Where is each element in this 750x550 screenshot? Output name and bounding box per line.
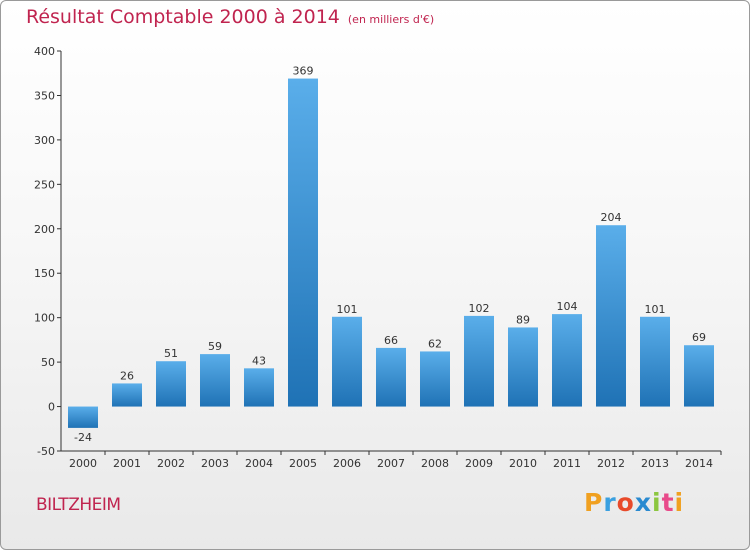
bar-2014 (684, 345, 714, 407)
y-tick-label: 300 (34, 134, 55, 147)
chart-title-main: Résultat Comptable 2000 à 2014 (26, 6, 340, 28)
chart-title: Résultat Comptable 2000 à 2014 (en millie… (26, 6, 434, 28)
y-tick-label: -50 (37, 445, 55, 458)
x-tick-label-2004: 2004 (245, 457, 273, 470)
proxiti-logo: Proxiti (584, 488, 684, 517)
x-tick-label-2012: 2012 (597, 457, 625, 470)
x-tick-label-2011: 2011 (553, 457, 581, 470)
value-label-2005: 369 (293, 65, 314, 78)
logo-letter: t (661, 488, 675, 517)
bar-2002 (156, 361, 186, 407)
bar-2005 (288, 78, 318, 407)
x-tick-label-2008: 2008 (421, 457, 449, 470)
x-tick-label-2006: 2006 (333, 457, 361, 470)
logo-letter: x (634, 488, 652, 517)
logo-letter: i (674, 488, 685, 517)
bar-2011 (552, 314, 582, 407)
bar-2012 (596, 225, 626, 407)
x-tick-label-2002: 2002 (157, 457, 185, 470)
value-label-2013: 101 (645, 303, 666, 316)
x-tick-label-2013: 2013 (641, 457, 669, 470)
value-label-2002: 51 (164, 347, 178, 360)
bar-2013 (640, 316, 670, 407)
y-tick-label: 250 (34, 178, 55, 191)
value-label-2012: 204 (601, 211, 622, 224)
x-tick-label-2003: 2003 (201, 457, 229, 470)
value-label-2009: 102 (469, 302, 490, 315)
value-label-2004: 43 (252, 354, 266, 367)
x-tick-label-2010: 2010 (509, 457, 537, 470)
x-tick-label-2014: 2014 (685, 457, 713, 470)
x-tick-label-2009: 2009 (465, 457, 493, 470)
bar-2003 (200, 354, 230, 407)
x-tick-label-2000: 2000 (69, 457, 97, 470)
value-label-2006: 101 (337, 303, 358, 316)
value-label-2003: 59 (208, 340, 222, 353)
bar-2004 (244, 368, 274, 407)
logo-letter: i (652, 488, 662, 517)
value-label-2011: 104 (557, 300, 578, 313)
bar-2007 (376, 347, 406, 407)
bar-2006 (332, 316, 362, 407)
x-tick-label-2001: 2001 (113, 457, 141, 470)
y-tick-label: 200 (34, 223, 55, 236)
y-tick-label: 400 (34, 45, 55, 58)
bar-2001 (112, 383, 142, 407)
x-tick-label-2005: 2005 (289, 457, 317, 470)
value-label-2008: 62 (428, 337, 442, 350)
chart-axes: -50 0 50 100 150 200 250 300 350 400 (34, 45, 722, 458)
value-label-2000: -24 (74, 431, 92, 444)
y-tick-label: 0 (48, 401, 55, 414)
y-tick-label: 150 (34, 267, 55, 280)
logo-letter: r (603, 488, 617, 517)
bar-2009 (464, 315, 494, 407)
x-tick-label-2007: 2007 (377, 457, 405, 470)
value-label-2001: 26 (120, 369, 134, 382)
logo-letter: P (584, 488, 604, 517)
bar-2008 (420, 351, 450, 407)
value-label-2007: 66 (384, 334, 398, 347)
y-tick-label: 350 (34, 89, 55, 102)
logo-letter: o (616, 488, 635, 517)
value-label-2014: 69 (692, 331, 706, 344)
y-tick-label: 50 (41, 356, 55, 369)
chart-bars (68, 78, 714, 428)
commune-name: BILTZHEIM (36, 495, 121, 515)
y-tick-label: 100 (34, 312, 55, 325)
bar-2000 (68, 406, 98, 428)
value-label-2010: 89 (516, 313, 530, 326)
bar-2010 (508, 327, 538, 407)
chart-title-unit: (en milliers d'€) (347, 13, 435, 26)
chart-labels: 2000 -24 2001 26 2002 51 2003 59 2004 43 2005 369 20… (69, 65, 713, 470)
